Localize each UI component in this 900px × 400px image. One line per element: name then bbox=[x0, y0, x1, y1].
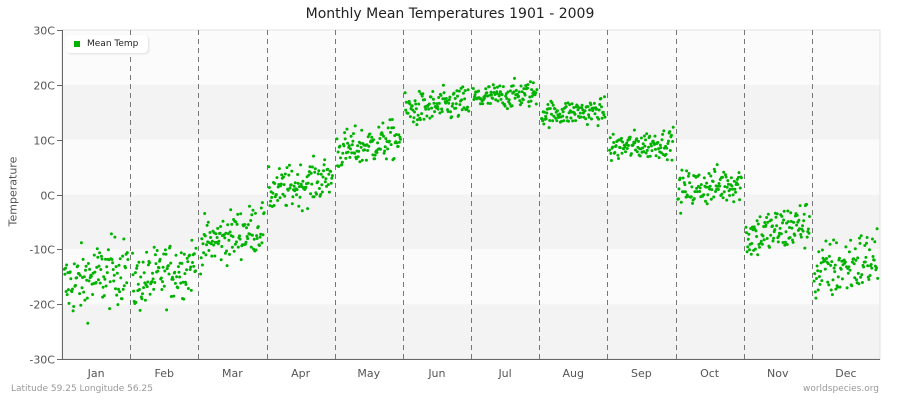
x-tick-label: Dec bbox=[835, 367, 856, 380]
y-tick-label: 10C bbox=[33, 135, 55, 148]
x-tick-label: Nov bbox=[767, 367, 789, 380]
data-points bbox=[62, 76, 880, 325]
y-tick-label: 20C bbox=[33, 80, 55, 93]
y-tick-label: -10C bbox=[29, 244, 55, 257]
x-tick-label: Jun bbox=[427, 367, 445, 380]
x-tick-label: Oct bbox=[700, 367, 720, 380]
axes bbox=[62, 30, 880, 360]
x-tick-label: Aug bbox=[563, 367, 584, 380]
x-axis-ticks: Jan Feb Mar Apr May Jun Jul Aug Sep Oct Nov Dec bbox=[87, 367, 857, 380]
x-tick-label: Jul bbox=[497, 367, 511, 380]
legend-swatch-icon bbox=[74, 41, 80, 47]
x-tick-label: Sep bbox=[631, 367, 652, 380]
x-tick-label: Jan bbox=[87, 367, 105, 380]
y-tick-label: -30C bbox=[29, 354, 55, 367]
x-tick-label: Apr bbox=[291, 367, 311, 380]
legend-label: Mean Temp bbox=[87, 39, 139, 49]
chart-title: Monthly Mean Temperatures 1901 - 2009 bbox=[305, 6, 595, 22]
y-tick-label: 30C bbox=[33, 25, 55, 38]
source-link[interactable]: worldspecies.org bbox=[802, 384, 879, 394]
y-axis-ticks: 30C 20C 10C 0C -10C -20C -30C bbox=[29, 25, 62, 367]
y-tick-label: 0C bbox=[40, 190, 55, 203]
y-tick-label: -20C bbox=[29, 299, 55, 312]
month-separators bbox=[130, 30, 813, 359]
x-tick-label: Feb bbox=[155, 367, 174, 380]
x-tick-label: May bbox=[357, 367, 380, 380]
x-tick-label: Mar bbox=[222, 367, 243, 380]
location-caption: Latitude 59.25 Longitude 56.25 bbox=[11, 384, 153, 394]
legend: Mean Temp bbox=[66, 35, 149, 53]
